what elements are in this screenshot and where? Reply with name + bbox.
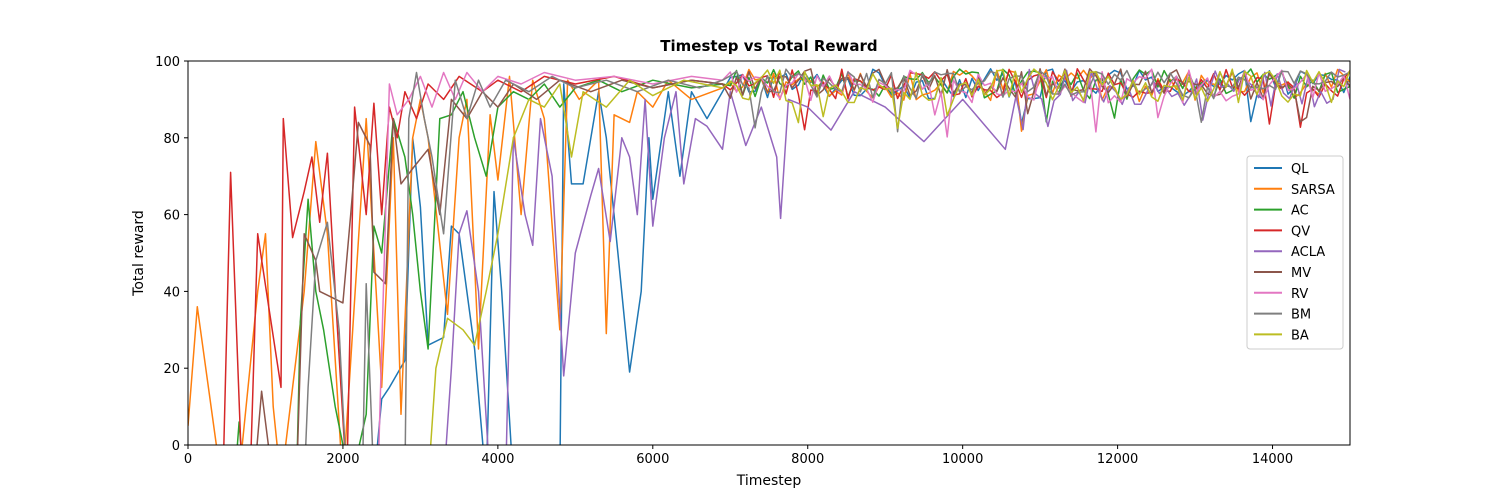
y-tick-label: 40 xyxy=(163,285,180,300)
series-line-bm xyxy=(305,68,1350,445)
legend-label-ql: QL xyxy=(1291,162,1309,177)
series-line-rv xyxy=(378,68,1350,445)
x-tick-label: 0 xyxy=(184,452,192,467)
x-tick-label: 4000 xyxy=(481,452,514,467)
x-tick-label: 6000 xyxy=(636,452,669,467)
legend-label-acla: ACLA xyxy=(1291,245,1325,260)
x-tick-label: 14000 xyxy=(1252,452,1293,467)
y-tick-label: 0 xyxy=(172,439,180,454)
y-tick-label: 100 xyxy=(155,55,180,70)
legend-label-ba: BA xyxy=(1291,328,1309,343)
legend-label-ac: AC xyxy=(1291,204,1309,219)
legend-label-rv: RV xyxy=(1291,287,1308,302)
y-axis: 0 20 40 60 80 100 xyxy=(155,55,188,454)
legend-label-mv: MV xyxy=(1291,266,1311,281)
legend-label-sarsa: SARSA xyxy=(1291,183,1335,198)
series-line-ba xyxy=(429,68,1350,445)
legend-label-qv: QV xyxy=(1291,224,1310,239)
chart-title: Timestep vs Total Reward xyxy=(660,37,877,55)
y-axis-label: Total reward xyxy=(131,210,147,297)
x-tick-label: 8000 xyxy=(791,452,824,467)
plot-frame xyxy=(187,60,1351,446)
x-axis: 0 2000 4000 6000 8000 10000 12000 14000 xyxy=(184,445,1293,467)
legend: QL SARSA AC QV ACLA MV RV BM BA xyxy=(1246,155,1344,350)
x-tick-label: 10000 xyxy=(942,452,983,467)
x-tick-label: 2000 xyxy=(326,452,359,467)
legend-label-bm: BM xyxy=(1291,308,1311,323)
x-axis-label: Timestep xyxy=(736,473,802,489)
y-tick-label: 60 xyxy=(163,209,180,224)
y-tick-label: 20 xyxy=(163,362,180,377)
legend-frame xyxy=(1246,155,1344,350)
y-tick-label: 80 xyxy=(163,132,180,147)
x-tick-label: 12000 xyxy=(1097,452,1138,467)
series-layer xyxy=(188,68,1350,445)
